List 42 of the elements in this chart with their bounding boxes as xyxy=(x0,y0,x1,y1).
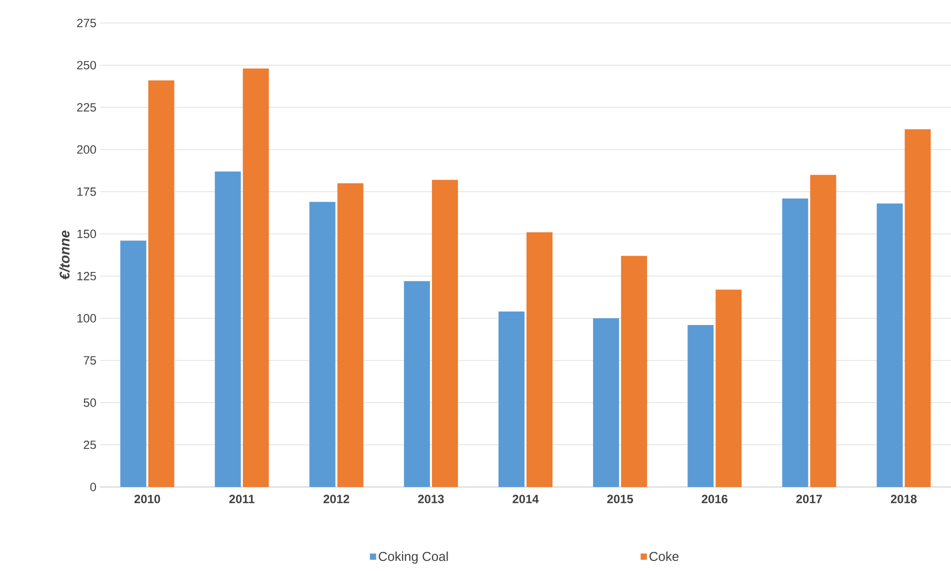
bar xyxy=(337,183,364,487)
bar xyxy=(526,232,552,487)
x-tick-label: 2017 xyxy=(796,494,822,504)
x-tick-label: 2016 xyxy=(702,494,728,504)
x-tick-label: 2010 xyxy=(134,494,160,504)
bar xyxy=(688,325,714,487)
x-tick-label: 2014 xyxy=(512,494,539,504)
bar xyxy=(593,318,620,487)
y-axis-title: €/tonne xyxy=(59,230,70,280)
y-tick-label: 250 xyxy=(77,60,96,70)
bar xyxy=(404,281,430,487)
y-tick-label: 50 xyxy=(84,398,96,407)
bar xyxy=(810,174,836,487)
y-tick-label: 100 xyxy=(77,314,96,322)
bar xyxy=(120,240,146,487)
bar xyxy=(716,290,742,487)
bar xyxy=(242,68,269,487)
x-tick-label: 2012 xyxy=(324,494,350,504)
x-tick-label: 2013 xyxy=(418,494,444,504)
bar xyxy=(498,312,525,487)
y-tick-label: 75 xyxy=(84,356,96,365)
bar xyxy=(148,80,174,487)
bar xyxy=(309,202,336,487)
y-tick-label: 175 xyxy=(77,188,96,196)
y-tick-label: 0 xyxy=(90,482,96,492)
y-tick-label: 275 xyxy=(77,18,96,28)
y-tick-label: 150 xyxy=(77,230,96,238)
bar xyxy=(432,180,458,487)
y-tick-label: 200 xyxy=(77,145,96,154)
y-tick-label: 25 xyxy=(84,440,96,450)
bar xyxy=(621,256,648,487)
bar xyxy=(904,129,931,487)
x-tick-label: 2018 xyxy=(890,494,917,504)
bar xyxy=(214,171,241,487)
x-tick-label: 2011 xyxy=(229,494,254,504)
x-tick-label: 2015 xyxy=(607,494,634,504)
legend-label: Coke xyxy=(650,552,679,562)
bar xyxy=(876,204,903,487)
legend-label: Coking Coal xyxy=(378,552,448,564)
y-tick-label: 125 xyxy=(77,272,96,280)
bar xyxy=(782,198,808,487)
y-tick-label: 225 xyxy=(77,103,96,112)
